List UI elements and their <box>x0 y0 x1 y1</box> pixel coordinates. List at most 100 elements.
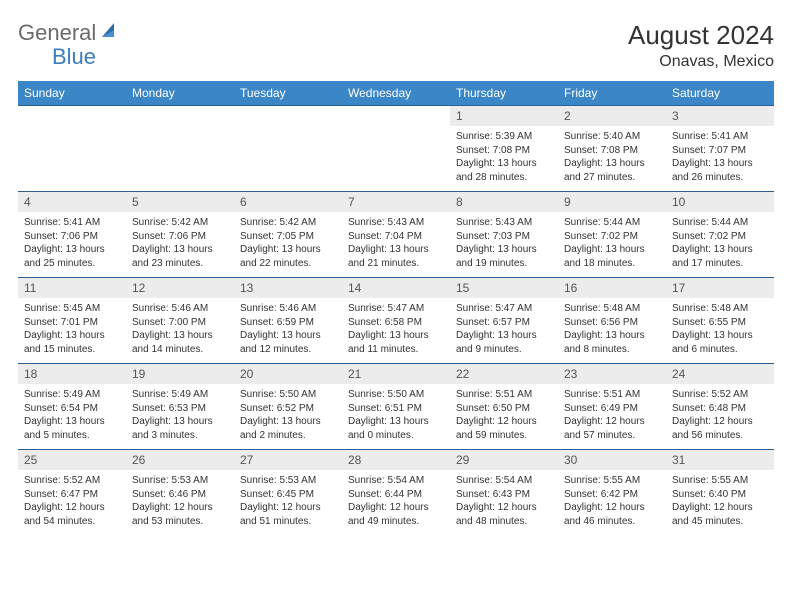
day-info: Sunrise: 5:39 AMSunset: 7:08 PMDaylight:… <box>450 126 558 188</box>
daylight-text: Daylight: 13 hours and 28 minutes. <box>456 157 552 184</box>
day-number: 2 <box>558 106 666 126</box>
sunset-text: Sunset: 6:54 PM <box>24 402 120 416</box>
calendar-day-cell: 22Sunrise: 5:51 AMSunset: 6:50 PMDayligh… <box>450 364 558 450</box>
sunset-text: Sunset: 7:03 PM <box>456 230 552 244</box>
daylight-text: Daylight: 13 hours and 25 minutes. <box>24 243 120 270</box>
sunrise-text: Sunrise: 5:53 AM <box>132 474 228 488</box>
day-number: 19 <box>126 364 234 384</box>
weekday-sat: Saturday <box>666 81 774 106</box>
sunrise-text: Sunrise: 5:51 AM <box>564 388 660 402</box>
day-info: Sunrise: 5:42 AMSunset: 7:05 PMDaylight:… <box>234 212 342 274</box>
daylight-text: Daylight: 12 hours and 48 minutes. <box>456 501 552 528</box>
calendar-day-cell: 3Sunrise: 5:41 AMSunset: 7:07 PMDaylight… <box>666 106 774 192</box>
day-number: 24 <box>666 364 774 384</box>
day-info: Sunrise: 5:44 AMSunset: 7:02 PMDaylight:… <box>666 212 774 274</box>
logo-text-general: General <box>18 20 96 46</box>
sunset-text: Sunset: 7:08 PM <box>564 144 660 158</box>
sunset-text: Sunset: 6:51 PM <box>348 402 444 416</box>
calendar-day-cell: 29Sunrise: 5:54 AMSunset: 6:43 PMDayligh… <box>450 450 558 536</box>
sunset-text: Sunset: 6:57 PM <box>456 316 552 330</box>
calendar-week-row: 1Sunrise: 5:39 AMSunset: 7:08 PMDaylight… <box>18 106 774 192</box>
calendar-day-cell: 13Sunrise: 5:46 AMSunset: 6:59 PMDayligh… <box>234 278 342 364</box>
daylight-text: Daylight: 13 hours and 26 minutes. <box>672 157 768 184</box>
day-info: Sunrise: 5:54 AMSunset: 6:43 PMDaylight:… <box>450 470 558 532</box>
sunset-text: Sunset: 6:50 PM <box>456 402 552 416</box>
sunset-text: Sunset: 6:59 PM <box>240 316 336 330</box>
sunrise-text: Sunrise: 5:50 AM <box>240 388 336 402</box>
calendar-day-cell: 20Sunrise: 5:50 AMSunset: 6:52 PMDayligh… <box>234 364 342 450</box>
day-info: Sunrise: 5:46 AMSunset: 7:00 PMDaylight:… <box>126 298 234 360</box>
day-number: 7 <box>342 192 450 212</box>
sunrise-text: Sunrise: 5:47 AM <box>348 302 444 316</box>
sunrise-text: Sunrise: 5:42 AM <box>240 216 336 230</box>
sunset-text: Sunset: 6:52 PM <box>240 402 336 416</box>
daylight-text: Daylight: 12 hours and 51 minutes. <box>240 501 336 528</box>
day-number: 25 <box>18 450 126 470</box>
sunset-text: Sunset: 7:02 PM <box>672 230 768 244</box>
day-info: Sunrise: 5:40 AMSunset: 7:08 PMDaylight:… <box>558 126 666 188</box>
daylight-text: Daylight: 12 hours and 56 minutes. <box>672 415 768 442</box>
weekday-mon: Monday <box>126 81 234 106</box>
sunrise-text: Sunrise: 5:55 AM <box>564 474 660 488</box>
sunset-text: Sunset: 6:56 PM <box>564 316 660 330</box>
sunset-text: Sunset: 7:02 PM <box>564 230 660 244</box>
calendar-day-cell: 27Sunrise: 5:53 AMSunset: 6:45 PMDayligh… <box>234 450 342 536</box>
day-number: 11 <box>18 278 126 298</box>
sunset-text: Sunset: 6:45 PM <box>240 488 336 502</box>
sunset-text: Sunset: 7:06 PM <box>132 230 228 244</box>
day-info: Sunrise: 5:54 AMSunset: 6:44 PMDaylight:… <box>342 470 450 532</box>
calendar-day-cell: 10Sunrise: 5:44 AMSunset: 7:02 PMDayligh… <box>666 192 774 278</box>
sunrise-text: Sunrise: 5:51 AM <box>456 388 552 402</box>
day-number: 18 <box>18 364 126 384</box>
calendar-day-cell <box>18 106 126 192</box>
header: General Blue August 2024 Onavas, Mexico <box>18 20 774 71</box>
sunrise-text: Sunrise: 5:54 AM <box>456 474 552 488</box>
daylight-text: Daylight: 13 hours and 27 minutes. <box>564 157 660 184</box>
day-number: 30 <box>558 450 666 470</box>
calendar-day-cell <box>126 106 234 192</box>
calendar-day-cell: 16Sunrise: 5:48 AMSunset: 6:56 PMDayligh… <box>558 278 666 364</box>
daylight-text: Daylight: 13 hours and 8 minutes. <box>564 329 660 356</box>
calendar-day-cell: 26Sunrise: 5:53 AMSunset: 6:46 PMDayligh… <box>126 450 234 536</box>
calendar-day-cell <box>342 106 450 192</box>
sunrise-text: Sunrise: 5:48 AM <box>564 302 660 316</box>
day-number: 3 <box>666 106 774 126</box>
sunset-text: Sunset: 6:49 PM <box>564 402 660 416</box>
daylight-text: Daylight: 13 hours and 18 minutes. <box>564 243 660 270</box>
day-number: 12 <box>126 278 234 298</box>
calendar-week-row: 4Sunrise: 5:41 AMSunset: 7:06 PMDaylight… <box>18 192 774 278</box>
sunrise-text: Sunrise: 5:42 AM <box>132 216 228 230</box>
sunrise-text: Sunrise: 5:45 AM <box>24 302 120 316</box>
daylight-text: Daylight: 12 hours and 46 minutes. <box>564 501 660 528</box>
weekday-fri: Friday <box>558 81 666 106</box>
calendar-day-cell: 6Sunrise: 5:42 AMSunset: 7:05 PMDaylight… <box>234 192 342 278</box>
day-info: Sunrise: 5:48 AMSunset: 6:56 PMDaylight:… <box>558 298 666 360</box>
day-info: Sunrise: 5:53 AMSunset: 6:46 PMDaylight:… <box>126 470 234 532</box>
sunset-text: Sunset: 6:47 PM <box>24 488 120 502</box>
day-number: 31 <box>666 450 774 470</box>
day-info: Sunrise: 5:43 AMSunset: 7:04 PMDaylight:… <box>342 212 450 274</box>
day-number: 16 <box>558 278 666 298</box>
sunset-text: Sunset: 7:01 PM <box>24 316 120 330</box>
weekday-header-row: Sunday Monday Tuesday Wednesday Thursday… <box>18 81 774 106</box>
calendar-day-cell: 14Sunrise: 5:47 AMSunset: 6:58 PMDayligh… <box>342 278 450 364</box>
sunset-text: Sunset: 7:06 PM <box>24 230 120 244</box>
sunset-text: Sunset: 7:07 PM <box>672 144 768 158</box>
day-info: Sunrise: 5:50 AMSunset: 6:51 PMDaylight:… <box>342 384 450 446</box>
daylight-text: Daylight: 13 hours and 21 minutes. <box>348 243 444 270</box>
daylight-text: Daylight: 13 hours and 17 minutes. <box>672 243 768 270</box>
day-number: 13 <box>234 278 342 298</box>
sunrise-text: Sunrise: 5:52 AM <box>24 474 120 488</box>
day-info: Sunrise: 5:55 AMSunset: 6:42 PMDaylight:… <box>558 470 666 532</box>
daylight-text: Daylight: 12 hours and 59 minutes. <box>456 415 552 442</box>
daylight-text: Daylight: 12 hours and 45 minutes. <box>672 501 768 528</box>
calendar-day-cell: 17Sunrise: 5:48 AMSunset: 6:55 PMDayligh… <box>666 278 774 364</box>
calendar-day-cell: 28Sunrise: 5:54 AMSunset: 6:44 PMDayligh… <box>342 450 450 536</box>
month-title: August 2024 <box>628 20 774 51</box>
calendar-day-cell: 8Sunrise: 5:43 AMSunset: 7:03 PMDaylight… <box>450 192 558 278</box>
day-info: Sunrise: 5:49 AMSunset: 6:53 PMDaylight:… <box>126 384 234 446</box>
day-number: 1 <box>450 106 558 126</box>
sunset-text: Sunset: 6:40 PM <box>672 488 768 502</box>
sunset-text: Sunset: 6:48 PM <box>672 402 768 416</box>
day-info: Sunrise: 5:51 AMSunset: 6:50 PMDaylight:… <box>450 384 558 446</box>
